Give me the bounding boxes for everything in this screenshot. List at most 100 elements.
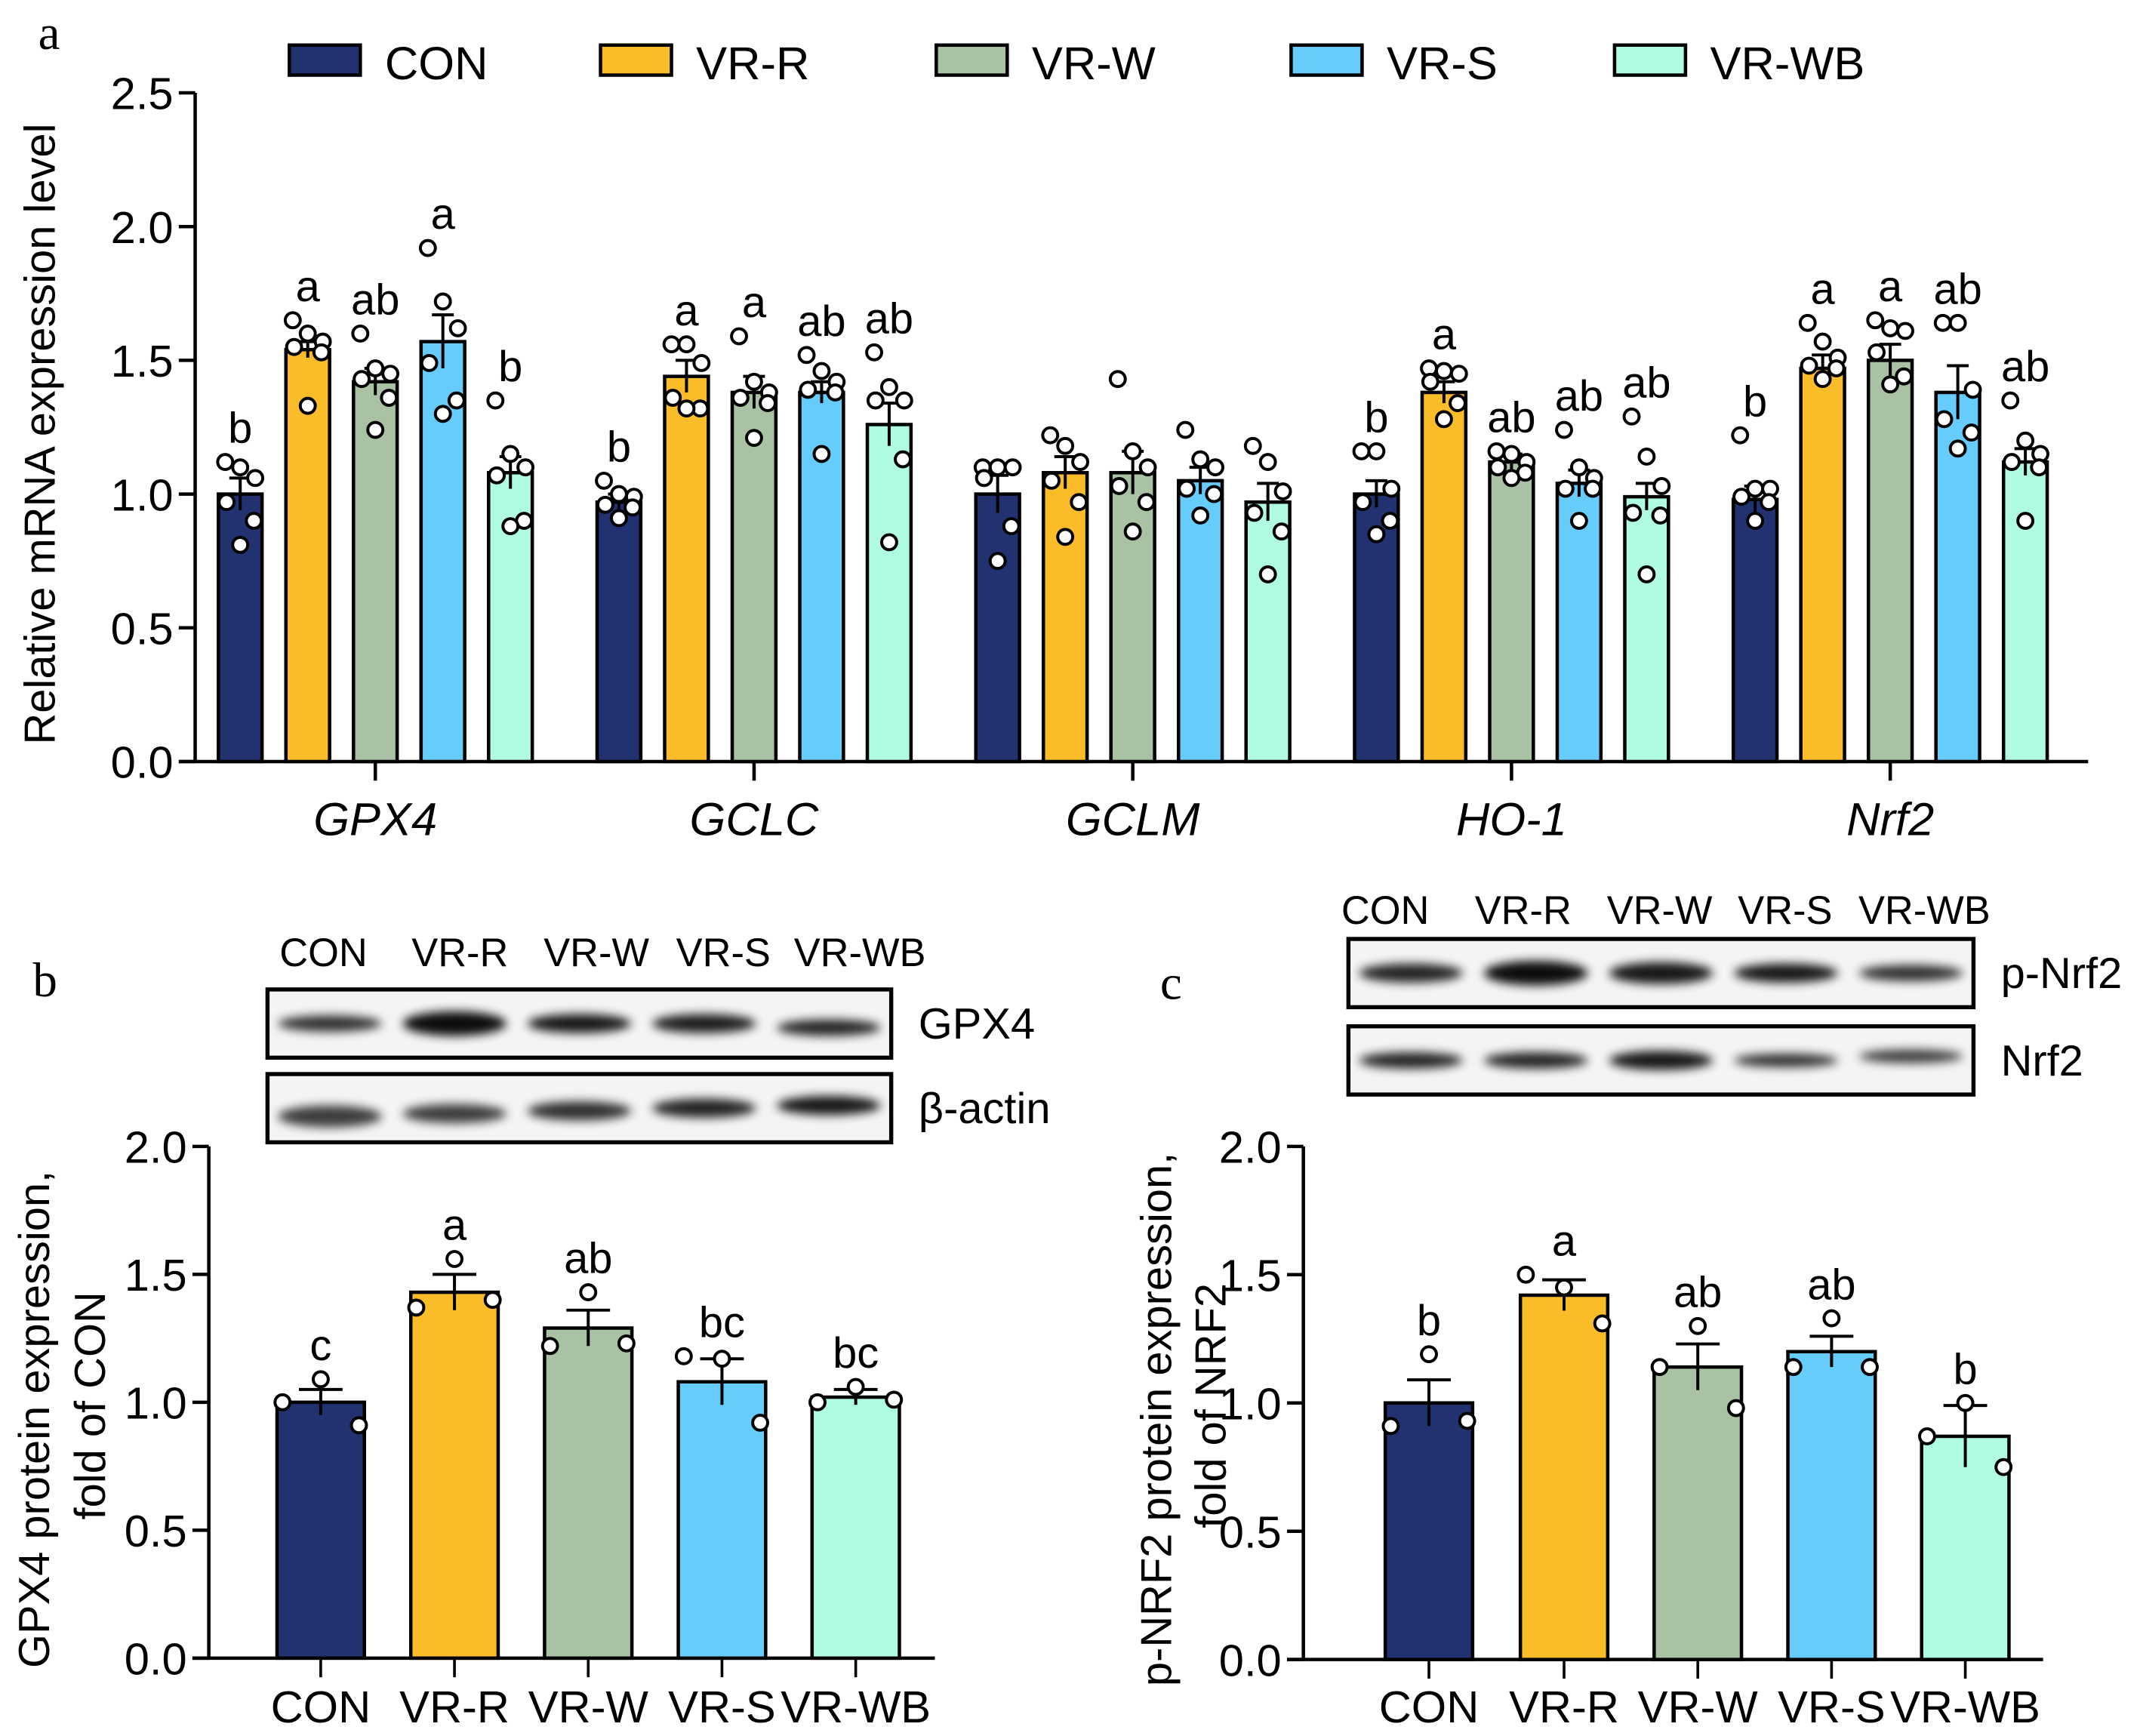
significance-letter: ab [1555, 372, 1603, 420]
significance-letter: a [442, 1202, 467, 1250]
data-point [1381, 512, 1399, 530]
y-tick-label: 1.0 [1219, 1378, 1282, 1429]
data-point [1813, 370, 1832, 389]
data-point [1352, 442, 1371, 460]
data-point [1760, 493, 1778, 512]
legend-label: VR-R [696, 38, 809, 90]
x-tick-label: VR-S [668, 1682, 776, 1732]
bar [1383, 1401, 1475, 1661]
data-point [745, 372, 763, 391]
data-point [579, 1283, 598, 1302]
data-point [1243, 436, 1262, 455]
data-point [713, 1350, 731, 1368]
blot-row-label: Nrf2 [2001, 1037, 2083, 1085]
data-point [1800, 356, 1818, 375]
bar [1041, 470, 1089, 764]
data-point [988, 552, 1007, 571]
data-point [1798, 313, 1817, 332]
data-point [1948, 439, 1967, 458]
data-point [2001, 391, 2020, 410]
data-point [1071, 453, 1089, 472]
data-point [1584, 479, 1602, 498]
bar [275, 1400, 367, 1661]
data-point [1002, 517, 1021, 536]
data-point [1918, 1427, 1936, 1445]
data-point [988, 458, 1007, 477]
data-point [483, 1291, 502, 1310]
data-point [1420, 1345, 1438, 1364]
data-point [1070, 493, 1088, 512]
data-point [610, 485, 628, 503]
data-point [1382, 479, 1401, 498]
bar [1488, 460, 1535, 764]
data-point [1726, 1399, 1745, 1417]
data-point [298, 396, 317, 415]
data-point [1746, 512, 1765, 530]
bar [1799, 366, 1846, 764]
data-point [1650, 1358, 1669, 1377]
data-point [1822, 1309, 1841, 1328]
y-axis-label: Relative mRNA expression level [16, 124, 64, 745]
significance-letter: ab [1622, 359, 1670, 408]
data-point [595, 471, 613, 490]
data-point [610, 509, 628, 528]
significance-letter: b [498, 343, 522, 391]
data-point [1732, 488, 1750, 506]
data-point [311, 1370, 330, 1389]
x-tick-label: CON [271, 1682, 371, 1732]
y-tick-label: 1.5 [111, 336, 174, 386]
bar [217, 492, 264, 764]
data-point [1353, 493, 1372, 512]
data-point [1963, 380, 1982, 399]
western-blot-b: CON VR-R VR-W VR-S VR-WB GPX4 β-actin [265, 931, 1051, 1145]
blot-lane-label: CON [1341, 889, 1429, 933]
blot-lane-label: VR-W [543, 931, 649, 975]
bar [1866, 359, 1914, 764]
data-point [751, 1414, 770, 1432]
panel-label-c: c [1160, 956, 1182, 1011]
y-tick-label: 0.0 [1219, 1635, 1282, 1685]
panel-label-b: b [32, 953, 57, 1008]
blot-band [402, 1103, 507, 1124]
data-point [1569, 512, 1588, 530]
blot-band [1858, 1049, 1963, 1063]
data-point [433, 405, 452, 423]
data-point [353, 370, 371, 389]
data-point [1827, 359, 1846, 377]
data-point [1895, 367, 1914, 386]
data-point [231, 458, 250, 477]
blot-lane-label: VR-S [1738, 889, 1832, 933]
data-point [1861, 1358, 1879, 1377]
x-tick-label: VR-R [399, 1682, 510, 1732]
data-point [1110, 477, 1129, 495]
significance-letter: ab [351, 276, 399, 325]
data-point [885, 1390, 904, 1409]
data-point [351, 325, 370, 343]
data-point [1935, 410, 1954, 429]
data-point [662, 335, 681, 354]
bar [676, 1380, 768, 1661]
significance-letter: ab [797, 297, 845, 346]
data-point [730, 327, 748, 346]
y-tick-label: 2.0 [125, 1122, 187, 1173]
bar [865, 423, 913, 764]
data-point [1637, 565, 1656, 583]
blot-row-label: GPX4 [919, 1000, 1035, 1048]
blot-lane-label: VR-W [1607, 889, 1713, 933]
blot-band [1609, 962, 1714, 984]
data-point [1458, 1411, 1476, 1430]
data-point [216, 453, 235, 472]
y-tick-label: 0.0 [125, 1634, 187, 1685]
bar [1731, 497, 1779, 764]
data-point [894, 391, 913, 410]
bar [2001, 460, 2049, 764]
data-point [1137, 493, 1156, 512]
y-tick-label: 1.0 [125, 1378, 187, 1429]
data-point [1813, 332, 1832, 351]
data-point [366, 420, 385, 439]
significance-letter: ab [2001, 343, 2049, 391]
data-point [407, 1298, 426, 1317]
data-point [1206, 458, 1224, 477]
legend-swatch [599, 43, 673, 77]
